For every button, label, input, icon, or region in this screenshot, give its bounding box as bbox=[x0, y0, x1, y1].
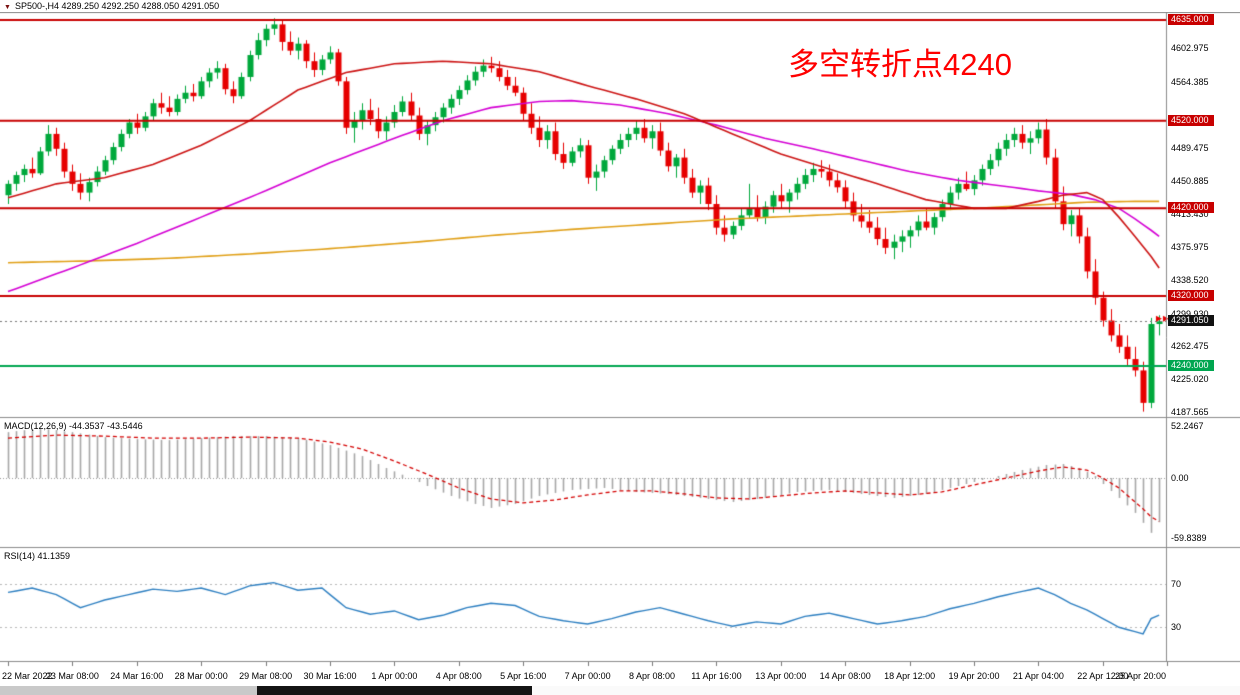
chart-annotation-text: 多空转折点4240 bbox=[788, 47, 1012, 82]
price-axis-label: 4413.430 bbox=[1171, 209, 1209, 220]
price-axis[interactable]: 4602.975 4564.385 4489.475 4450.885 4413.430… bbox=[1167, 0, 1240, 686]
macd-axis-label: -59.8389 bbox=[1171, 532, 1207, 543]
price-axis-label: 4602.975 bbox=[1171, 43, 1209, 54]
time-axis-label: 4 Apr 08:00 bbox=[435, 671, 482, 681]
time-axis[interactable]: 22 Mar 2022 23 Mar 08:00 24 Mar 16:00 28 Ma… bbox=[0, 662, 1166, 686]
price-line-label: 4320.000 bbox=[1168, 289, 1214, 301]
price-axis-label: 4187.565 bbox=[1171, 407, 1209, 417]
time-axis-label: 22 Mar 2022 bbox=[2, 671, 53, 681]
rsi-axis-label: 70 bbox=[1171, 578, 1182, 589]
rsi-indicator-label: RSI(14) 41.1359 bbox=[4, 551, 71, 561]
bottom-strip bbox=[0, 686, 1240, 695]
rsi-axis-label: 30 bbox=[1171, 622, 1182, 633]
price-line-label: 4420.000 bbox=[1168, 202, 1214, 214]
macd-axis-label: 52.2467 bbox=[1171, 420, 1204, 431]
symbol-ohlc-line: SP500-,H4 4289.250 4292.250 4288.050 429… bbox=[14, 1, 220, 11]
chart-header: ▼ SP500-,H4 4289.250 4292.250 4288.050 42… bbox=[0, 0, 1240, 12]
time-axis-label: 18 Apr 12:00 bbox=[884, 671, 936, 681]
price-axis-label: 4450.885 bbox=[1171, 176, 1209, 187]
time-axis-label: 13 Apr 00:00 bbox=[755, 671, 807, 681]
price-axis-label: 4338.520 bbox=[1171, 274, 1209, 285]
time-axis-label: 21 Apr 04:00 bbox=[1012, 671, 1064, 681]
time-axis-label: 8 Apr 08:00 bbox=[628, 671, 676, 681]
current-price-label: 4291.050 bbox=[1168, 315, 1214, 327]
time-axis-label: 11 Apr 16:00 bbox=[691, 671, 742, 681]
time-axis-label: 24 Mar 16:00 bbox=[110, 671, 164, 681]
price-axis-label: 4375.975 bbox=[1171, 241, 1209, 252]
price-axis-label: 4489.475 bbox=[1171, 142, 1209, 153]
price-axis-label: 4262.475 bbox=[1171, 341, 1209, 352]
time-axis-label: 19 Apr 20:00 bbox=[948, 671, 1000, 681]
price-line-label: 4240.000 bbox=[1168, 360, 1214, 372]
price-axis-label: 4225.020 bbox=[1171, 374, 1209, 385]
expand-triangle-icon[interactable]: ▼ bbox=[4, 4, 11, 11]
bottom-strip-middle bbox=[257, 686, 532, 695]
time-axis-label: 28 Mar 00:00 bbox=[174, 671, 228, 681]
time-axis-label: 29 Mar 08:00 bbox=[239, 671, 293, 681]
price-line-label: 4635.000 bbox=[1168, 14, 1214, 25]
macd-axis-label: 0.00 bbox=[1171, 473, 1189, 483]
macd-indicator-label: MACD(12,26,9) -44.3537 -43.5446 bbox=[4, 421, 143, 431]
price-axis-label: 4564.385 bbox=[1171, 76, 1209, 87]
time-axis-label: 25 Apr 20:00 bbox=[1114, 671, 1166, 681]
time-axis-label: 23 Mar 08:00 bbox=[45, 671, 99, 681]
price-axis-label: 4299.930 bbox=[1171, 308, 1209, 319]
price-line-label: 4520.000 bbox=[1168, 114, 1214, 126]
time-axis-label: 14 Apr 08:00 bbox=[819, 671, 871, 681]
time-axis-label: 7 Apr 00:00 bbox=[564, 671, 611, 681]
bottom-strip-left bbox=[0, 686, 257, 695]
time-axis-label: 22 Apr 12:00 bbox=[1077, 671, 1129, 681]
time-axis-label: 1 Apr 00:00 bbox=[371, 671, 418, 681]
bottom-strip-right bbox=[532, 686, 1240, 695]
time-axis-label: 30 Mar 16:00 bbox=[303, 671, 357, 681]
time-axis-label: 5 Apr 16:00 bbox=[500, 671, 547, 681]
